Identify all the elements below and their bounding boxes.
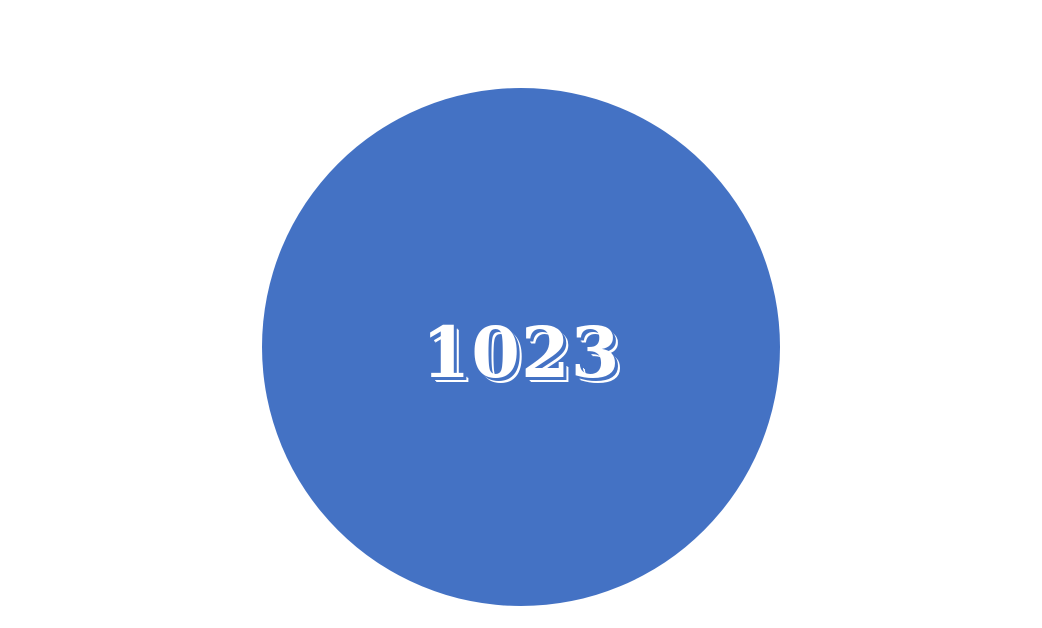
- circle-number-label: 1023: [421, 311, 621, 394]
- blue-circle: 1023: [262, 88, 780, 606]
